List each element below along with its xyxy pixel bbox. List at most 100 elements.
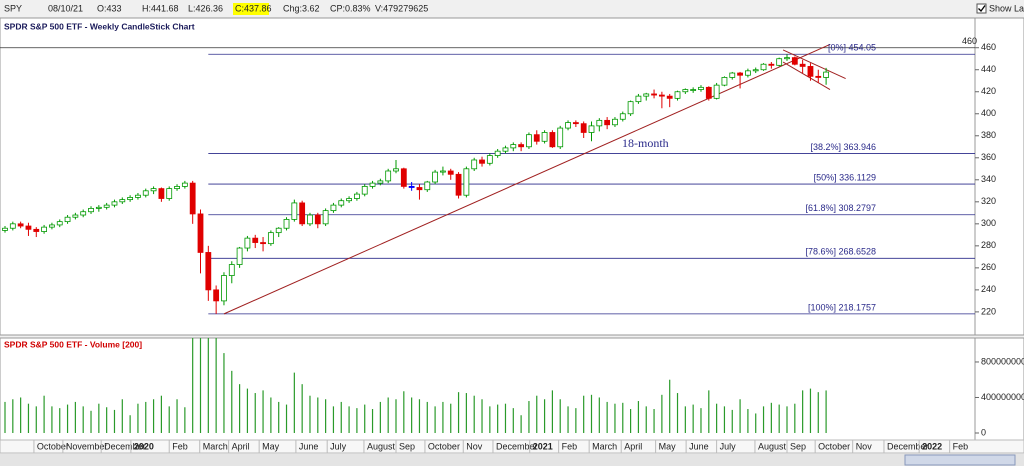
trend-line — [223, 43, 831, 315]
y-tick-label: 240 — [981, 284, 996, 294]
candle-body — [252, 237, 259, 243]
x-tick-label: Feb — [172, 441, 188, 451]
date: 08/10/21 — [48, 3, 83, 13]
candle-body — [643, 93, 650, 97]
candle-body — [314, 214, 321, 225]
x-tick-label: October — [37, 441, 69, 451]
candle-body — [815, 75, 822, 78]
x-tick-label: April — [232, 441, 250, 451]
volume-plot — [4, 338, 827, 433]
volume-axis-area — [974, 337, 1024, 441]
candle-body — [627, 101, 634, 115]
open: O:433 — [97, 3, 122, 13]
candle-body — [737, 72, 743, 76]
candle-body — [205, 252, 212, 291]
candle-body — [408, 186, 415, 188]
fib-label: [0%] 454.05 — [828, 43, 876, 53]
candle-body — [353, 193, 360, 199]
x-tick-label: July — [330, 441, 347, 451]
price-plot — [0, 43, 975, 315]
candle-body — [635, 95, 642, 103]
candle-body — [9, 223, 16, 229]
y-tick-label: 400000000 — [981, 392, 1024, 402]
y-tick-label: 300 — [981, 218, 996, 228]
candle-body — [416, 187, 423, 191]
candle-body — [807, 66, 814, 77]
x-tick-label: May — [659, 441, 677, 451]
candle-body — [228, 264, 235, 276]
show-last-checkbox[interactable] — [976, 3, 987, 14]
x-tick-label: Feb — [953, 441, 969, 451]
fib-label: [100%] 218.1757 — [808, 302, 876, 312]
x-tick-label: March — [203, 441, 228, 451]
candle-body — [565, 122, 571, 129]
symbol: SPY — [4, 3, 22, 13]
x-tick-label: December — [104, 441, 146, 451]
candle-body — [447, 170, 454, 175]
candle-body — [80, 211, 87, 216]
x-tick-label: Feb — [562, 441, 578, 451]
candle-body — [400, 168, 407, 187]
candle-body — [791, 57, 798, 65]
candle-body — [666, 95, 673, 99]
x-tick-label: June — [689, 441, 709, 451]
x-tick-label: July — [720, 441, 737, 451]
y-tick-label: 440 — [981, 64, 996, 74]
y-tick-label: 460 — [981, 42, 996, 52]
candle-body — [95, 206, 102, 209]
candle-body — [244, 237, 251, 249]
candle-body — [690, 89, 697, 91]
candle-body — [510, 144, 517, 149]
candle-body — [338, 200, 345, 206]
candle-body — [502, 147, 509, 152]
candle-body — [221, 275, 227, 302]
candle-body — [49, 224, 55, 228]
candle-body — [197, 213, 204, 253]
candle-body — [330, 204, 337, 212]
candle-body — [56, 221, 63, 226]
candle-body — [267, 232, 274, 245]
candle-body — [424, 181, 431, 191]
candle-body — [455, 173, 462, 196]
trend-line — [782, 49, 846, 79]
change-pct: CP:0.83% — [330, 3, 371, 13]
candle-body — [541, 132, 548, 142]
scrollbar[interactable] — [0, 454, 1024, 466]
scroll-buttons[interactable] — [904, 454, 1016, 466]
candle-body — [135, 194, 141, 198]
show-last-label[interactable]: Show Last — [989, 3, 1024, 13]
candle-body — [760, 63, 767, 71]
candle-body — [471, 159, 478, 170]
candle-body — [142, 190, 149, 196]
y-tick-label: 360 — [981, 152, 996, 162]
candle-body — [432, 171, 439, 183]
candle-body — [533, 134, 540, 142]
candle-body — [494, 150, 501, 156]
x-tick-label: October — [818, 441, 850, 451]
y-tick-label: 380 — [981, 130, 996, 140]
x-tick-label: 2022 — [922, 441, 942, 451]
candle-body — [119, 199, 126, 203]
candle-body — [2, 227, 8, 231]
x-tick-label: Sep — [790, 441, 806, 451]
candle-body — [166, 188, 173, 199]
y-tick-label: 340 — [981, 174, 996, 184]
volume-panel — [0, 337, 976, 441]
close: C:437.86 — [235, 3, 272, 13]
candle-body — [174, 186, 180, 190]
volume-title: SPDR S&P 500 ETF - Volume [200] — [4, 339, 142, 349]
candle-body — [526, 134, 532, 148]
candle-body — [64, 216, 71, 223]
candle-body — [299, 202, 306, 225]
candle-body — [181, 182, 188, 187]
y-tick-label: 800000000 — [981, 356, 1024, 366]
candle-body — [486, 155, 493, 164]
candle-body — [291, 202, 298, 220]
candle-body — [713, 84, 720, 99]
candle-body — [25, 225, 32, 230]
x-tick-label: December — [887, 441, 929, 451]
high: H:441.68 — [142, 3, 179, 13]
candle-body — [612, 118, 618, 126]
x-tick-label: March — [592, 441, 617, 451]
y-tick-label: 0 — [981, 427, 986, 437]
